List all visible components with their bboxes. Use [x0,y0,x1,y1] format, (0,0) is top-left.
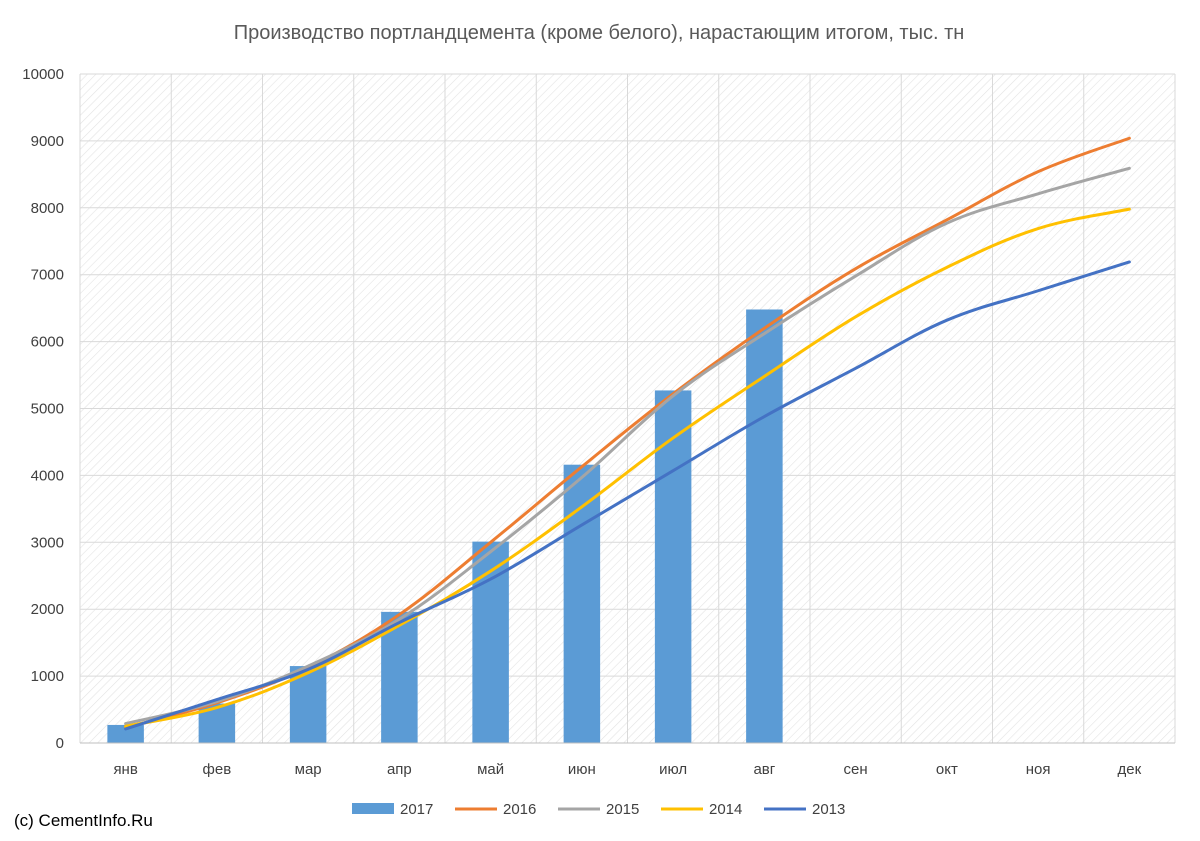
bar-2017-авг [746,309,783,743]
x-tick-label: мар [295,761,322,778]
y-tick-label: 10000 [22,66,64,83]
y-tick-label: 0 [56,735,64,752]
y-tick-label: 5000 [31,401,64,418]
legend-swatch-2017 [352,803,394,814]
x-tick-label: апр [387,761,412,778]
x-tick-label: июл [659,761,687,778]
legend-label-2014: 2014 [709,801,742,818]
x-tick-label: сен [844,761,868,778]
x-tick-label: дек [1118,761,1142,778]
x-tick-label: окт [936,761,958,778]
y-tick-label: 9000 [31,133,64,150]
line-series-2015 [124,166,1131,726]
legend-label-2017: 2017 [400,801,433,818]
y-tick-label: 4000 [31,467,64,484]
x-tick-label: янв [113,761,137,778]
x-tick-label: фев [203,761,232,778]
y-tick-label: 8000 [31,200,64,217]
bar-2017-июн [563,464,601,743]
x-tick-label: ноя [1026,761,1051,778]
bar-2017-май [472,541,509,743]
legend-label-2013: 2013 [812,801,845,818]
y-tick-label: 1000 [31,668,64,685]
line-series-2014 [124,207,1131,728]
x-tick-label: май [477,761,504,778]
legend-label-2016: 2016 [503,801,536,818]
x-tick-label: авг [753,761,775,778]
bar-2017-июл [654,390,692,743]
y-tick-label: 7000 [31,267,64,284]
y-tick-label: 3000 [31,534,64,551]
chart-title: Производство портландцемента (кроме бело… [234,22,965,44]
bar-2017-янв [107,724,144,743]
x-tick-label: июн [568,761,596,778]
credit-label: (c) CementInfo.Ru [14,811,153,830]
y-tick-label: 2000 [31,601,64,618]
legend-label-2015: 2015 [606,801,639,818]
y-tick-label: 6000 [31,334,64,351]
line-series-2013 [124,260,1131,731]
